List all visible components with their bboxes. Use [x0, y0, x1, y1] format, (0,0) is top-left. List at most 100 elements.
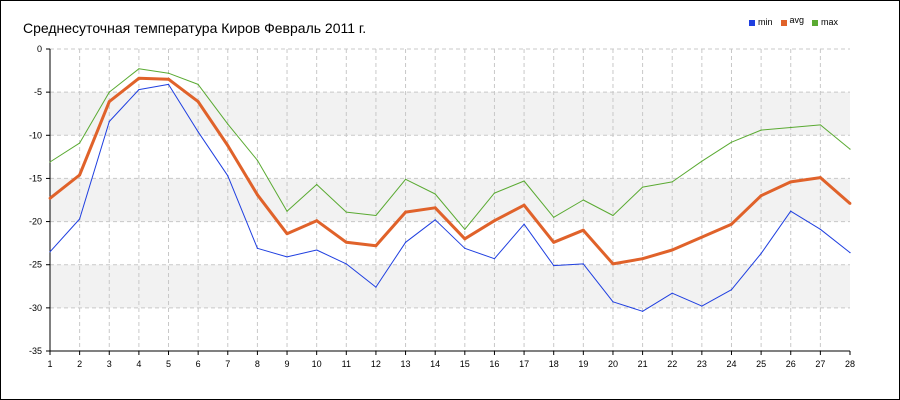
x-tick-label: 20 [608, 359, 618, 369]
data-point-max [167, 72, 170, 74]
data-point-max [375, 214, 377, 217]
data-point-avg [137, 76, 141, 80]
data-point-min [671, 292, 673, 294]
data-point-avg [315, 219, 319, 223]
data-point-max [730, 141, 733, 143]
x-tick-label: 8 [255, 359, 260, 369]
legend-label-max: max [821, 17, 839, 27]
data-point-min [108, 120, 110, 123]
data-point-min [582, 263, 584, 265]
grid-band [50, 264, 850, 308]
x-tick-label: 10 [312, 359, 322, 369]
data-point-avg [848, 202, 852, 205]
data-point-avg [581, 228, 585, 232]
data-point-min [553, 264, 555, 267]
data-point-avg [374, 244, 378, 248]
chart-title: Среднесуточная температура Киров Февраль… [23, 20, 367, 36]
data-point-max [79, 142, 81, 144]
y-tick-label: 0 [37, 44, 42, 54]
x-tick-label: 11 [342, 359, 351, 369]
data-point-min [286, 256, 288, 258]
legend-swatch-max [812, 20, 819, 26]
data-point-min [197, 131, 199, 133]
series-line-max [49, 68, 851, 230]
x-tick-label: 22 [667, 359, 677, 369]
data-point-avg [611, 262, 615, 266]
data-point-min [345, 263, 347, 265]
x-tick-label: 7 [225, 359, 230, 369]
data-point-min [760, 252, 762, 255]
data-point-avg [463, 237, 467, 241]
data-point-min [167, 83, 170, 85]
legend: min avg max [749, 15, 838, 27]
y-tick-label: -30 [29, 303, 42, 313]
data-point-avg [48, 196, 52, 200]
data-point-max [345, 211, 347, 213]
data-point-min [701, 305, 703, 307]
data-point-avg [226, 144, 230, 148]
data-point-min [79, 218, 81, 220]
data-point-max [641, 186, 644, 188]
data-point-min [434, 219, 436, 221]
x-tick-label: 12 [371, 359, 381, 369]
data-point-max [612, 214, 614, 217]
x-tick-label: 15 [460, 359, 470, 369]
data-point-min [375, 286, 377, 288]
grid-band [50, 178, 850, 222]
data-point-max [582, 199, 584, 201]
x-tick-label: 1 [47, 359, 52, 369]
data-point-avg [78, 173, 82, 177]
data-point-avg [818, 176, 822, 179]
data-point-min [49, 251, 51, 253]
data-point-min [138, 88, 140, 91]
data-point-avg [641, 257, 644, 261]
data-point-min [464, 247, 466, 249]
data-point-avg [552, 240, 556, 244]
x-tick-label: 3 [107, 359, 112, 369]
data-point-avg [256, 193, 259, 197]
x-tick-label: 4 [136, 359, 141, 369]
data-point-min [612, 301, 614, 303]
data-point-min [493, 258, 496, 260]
legend-item-max: max [812, 17, 838, 27]
y-tick-label: -5 [34, 87, 42, 97]
data-point-avg [404, 210, 407, 214]
x-tick-label: 23 [697, 359, 707, 369]
data-point-min [523, 223, 525, 225]
y-tick-label: -10 [29, 130, 42, 140]
x-tick-label: 17 [519, 359, 529, 369]
data-point-max [523, 180, 525, 182]
series-line-avg [49, 76, 851, 266]
data-point-avg [730, 222, 733, 226]
data-point-avg [344, 240, 348, 244]
data-point-min [256, 247, 259, 249]
legend-label-avg: avg [789, 15, 805, 25]
x-tick-label: 19 [578, 359, 588, 369]
series-line-min [49, 83, 851, 312]
data-point-max [553, 216, 555, 218]
x-tick-label: 25 [756, 359, 766, 369]
data-point-max [434, 193, 436, 195]
x-tick-label: 14 [430, 359, 440, 369]
data-point-max [49, 161, 51, 163]
x-tick-label: 16 [489, 359, 499, 369]
data-point-max [671, 181, 673, 183]
data-point-avg [107, 100, 111, 104]
legend-label-min: min [758, 17, 773, 27]
data-point-avg [196, 100, 200, 104]
data-point-min [404, 241, 407, 243]
x-tick-label: 24 [726, 359, 736, 369]
x-tick-label: 26 [786, 359, 796, 369]
data-point-max [790, 126, 792, 129]
data-point-min [730, 289, 733, 291]
data-point-max [493, 192, 496, 194]
x-tick-label: 5 [166, 359, 171, 369]
x-tick-label: 13 [401, 359, 411, 369]
data-point-avg [670, 248, 674, 252]
data-point-min [641, 310, 644, 312]
y-tick-label: -15 [29, 173, 42, 183]
data-point-min [316, 249, 318, 251]
legend-swatch-avg [780, 20, 787, 26]
